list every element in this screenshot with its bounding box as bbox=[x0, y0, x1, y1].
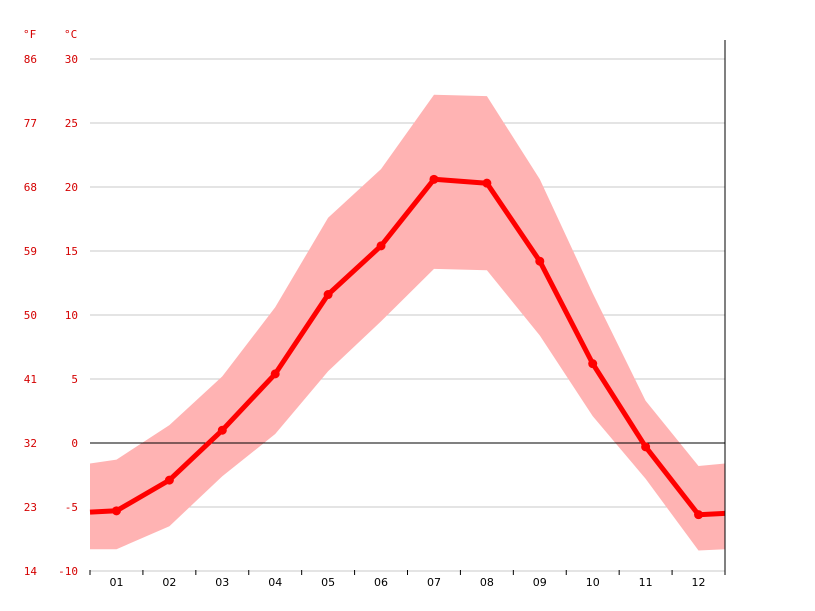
data-point bbox=[323, 290, 333, 300]
y-tick-label-celsius: 25 bbox=[65, 117, 78, 130]
data-point bbox=[694, 510, 704, 520]
temperature-range-area bbox=[90, 94, 725, 551]
data-point bbox=[376, 241, 386, 251]
x-tick-label: 03 bbox=[215, 576, 229, 589]
y-tick-label-fahrenheit: 86 bbox=[24, 53, 37, 66]
y-tick-label-fahrenheit: 41 bbox=[24, 373, 37, 386]
y-tick-label-celsius: 0 bbox=[71, 437, 78, 450]
x-tick-label: 04 bbox=[268, 576, 282, 589]
axis-layer: 14 -10 23 -5 32 0 41 5 50 10 59 15 68 20 77 25 86 30 01 02 0… bbox=[24, 40, 726, 589]
celsius-unit-label: °C bbox=[64, 28, 77, 41]
data-point bbox=[111, 506, 121, 516]
y-tick-label-celsius: 30 bbox=[65, 53, 78, 66]
temperature-range-band bbox=[90, 94, 725, 551]
average-temperature-line bbox=[89, 174, 726, 520]
x-tick-label: 08 bbox=[480, 576, 494, 589]
data-point bbox=[482, 178, 492, 188]
y-tick-label-celsius: 15 bbox=[65, 245, 78, 258]
data-point bbox=[588, 359, 598, 369]
y-tick-label-fahrenheit: 14 bbox=[24, 565, 38, 578]
y-tick-label-celsius: -5 bbox=[65, 501, 78, 514]
x-tick-label: 01 bbox=[109, 576, 123, 589]
y-tick-label-celsius: 5 bbox=[71, 373, 78, 386]
data-point bbox=[217, 425, 227, 435]
x-tick-label: 12 bbox=[692, 576, 706, 589]
y-tick-label-celsius: 20 bbox=[65, 181, 78, 194]
data-point bbox=[535, 256, 545, 266]
x-tick-label: 05 bbox=[321, 576, 335, 589]
x-tick-label: 11 bbox=[639, 576, 653, 589]
data-point bbox=[270, 369, 280, 379]
y-tick-label-celsius: -10 bbox=[58, 565, 78, 578]
x-tick-label: 10 bbox=[586, 576, 600, 589]
y-tick-label-fahrenheit: 32 bbox=[24, 437, 37, 450]
data-point bbox=[641, 442, 651, 452]
y-tick-label-fahrenheit: 68 bbox=[24, 181, 37, 194]
x-tick-label: 02 bbox=[162, 576, 176, 589]
x-tick-label: 06 bbox=[374, 576, 388, 589]
y-tick-label-fahrenheit: 23 bbox=[24, 501, 37, 514]
y-tick-label-celsius: 10 bbox=[65, 309, 78, 322]
y-tick-label-fahrenheit: 50 bbox=[24, 309, 37, 322]
y-tick-label-fahrenheit: 77 bbox=[24, 117, 37, 130]
data-point bbox=[429, 174, 439, 184]
x-tick-label: 07 bbox=[427, 576, 441, 589]
y-tick-label-fahrenheit: 59 bbox=[24, 245, 37, 258]
fahrenheit-unit-label: °F bbox=[23, 28, 36, 41]
x-tick-label: 09 bbox=[533, 576, 547, 589]
data-point bbox=[164, 475, 174, 485]
average-temperature-polyline bbox=[89, 176, 726, 518]
